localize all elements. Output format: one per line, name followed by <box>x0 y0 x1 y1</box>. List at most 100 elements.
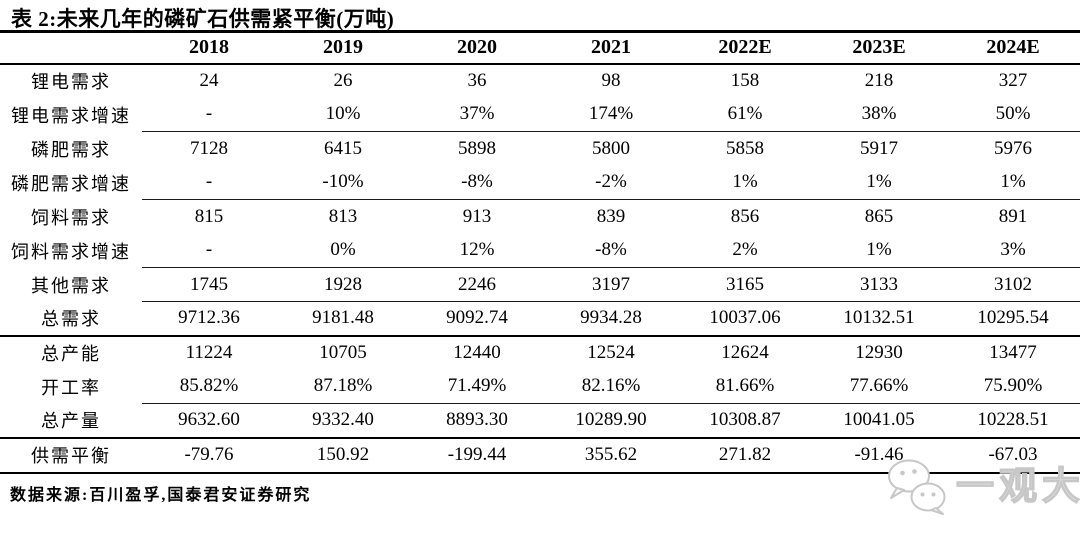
data-cell: 61% <box>678 97 812 132</box>
row-label: 开工率 <box>41 377 101 398</box>
column-header-2021: 2021 <box>544 31 678 65</box>
column-header-2023e: 2023E <box>812 31 946 65</box>
data-cell: 1928 <box>276 267 410 302</box>
data-cell: 9934.28 <box>544 301 678 337</box>
data-cell: 75.90% <box>946 369 1080 404</box>
data-cell: 26 <box>333 70 353 91</box>
table-row-total-demand: 总需求 9712.36 9181.48 9092.74 9934.28 1003… <box>0 301 1080 337</box>
data-cell: 2% <box>678 233 812 268</box>
supply-demand-table: 2018 2019 2020 2021 2022E 2023E 2024E 锂电… <box>0 30 1080 474</box>
table-row-fertilizer-demand-growth: 磷肥需求增速 - -10% -8% -2% 1% 1% 1% <box>0 165 1080 200</box>
data-cell: -2% <box>544 165 678 200</box>
data-cell: 10% <box>276 97 410 132</box>
data-cell: 12440 <box>453 342 501 363</box>
data-cell: 11224 <box>185 342 233 363</box>
data-cell: 839 <box>596 205 626 227</box>
data-cell: 1% <box>678 165 812 200</box>
data-cell: 1% <box>812 233 946 268</box>
data-cell: 50% <box>946 97 1080 132</box>
data-cell: 3% <box>946 233 1080 268</box>
data-cell: 5917 <box>860 137 898 159</box>
data-cell: 9632.60 <box>142 403 276 439</box>
data-cell: 10308.87 <box>678 403 812 439</box>
data-cell: 5858 <box>726 137 764 159</box>
data-cell: - <box>142 97 276 132</box>
data-cell: 271.82 <box>678 437 812 474</box>
data-cell: 10705 <box>319 342 367 363</box>
data-cell: 9181.48 <box>276 301 410 337</box>
data-cell: 12930 <box>855 342 903 363</box>
data-cell: 865 <box>864 205 894 227</box>
data-cell: -8% <box>410 165 544 200</box>
header-empty-cell <box>0 31 142 65</box>
data-cell: 9332.40 <box>276 403 410 439</box>
data-cell: 813 <box>328 205 358 227</box>
data-cell: 36 <box>467 70 487 91</box>
data-cell: 1745 <box>142 267 276 302</box>
data-cell: 10132.51 <box>812 301 946 337</box>
data-cell: 1% <box>812 165 946 200</box>
header-row: 2018 2019 2020 2021 2022E 2023E 2024E <box>0 31 1080 65</box>
column-header-2024e: 2024E <box>946 31 1080 65</box>
data-cell: 5800 <box>592 137 630 159</box>
data-cell: 158 <box>730 70 760 91</box>
table-row-total-capacity: 总产能 11224 10705 12440 12524 12624 12930 … <box>0 336 1080 370</box>
data-cell: 0% <box>276 233 410 268</box>
data-cell: 12% <box>410 233 544 268</box>
row-label: 其他需求 <box>31 275 111 296</box>
table-row-feed-demand: 饲料需求 815 813 913 839 856 865 891 <box>0 200 1080 234</box>
row-label: 供需平衡 <box>0 437 142 474</box>
data-cell: -67.03 <box>946 437 1080 474</box>
data-cell: 7128 <box>190 137 228 159</box>
data-cell: 77.66% <box>812 369 946 404</box>
data-cell: -79.76 <box>142 437 276 474</box>
data-cell: 10037.06 <box>678 301 812 337</box>
table-row-supply-demand-balance: 供需平衡 -79.76 150.92 -199.44 355.62 271.82… <box>0 437 1080 474</box>
table-row-fertilizer-demand: 磷肥需求 7128 6415 5898 5800 5858 5917 5976 <box>0 132 1080 166</box>
row-label: 锂电需求 <box>31 72 111 92</box>
data-cell: 3102 <box>946 267 1080 302</box>
data-cell: 37% <box>410 97 544 132</box>
data-cell: 815 <box>194 205 224 227</box>
data-cell: 24 <box>199 70 219 91</box>
column-header-2018: 2018 <box>142 31 276 65</box>
data-cell: 10295.54 <box>946 301 1080 337</box>
data-cell: 5976 <box>994 137 1032 159</box>
data-cell: 913 <box>462 205 492 227</box>
data-cell: 85.82% <box>142 369 276 404</box>
data-cell: 3133 <box>812 267 946 302</box>
data-cell: 87.18% <box>276 369 410 404</box>
data-cell: 71.49% <box>410 369 544 404</box>
data-cell: 9712.36 <box>142 301 276 337</box>
table-row-feed-demand-growth: 饲料需求增速 - 0% 12% -8% 2% 1% 3% <box>0 233 1080 268</box>
data-cell: 12624 <box>721 342 769 363</box>
data-cell: 82.16% <box>544 369 678 404</box>
row-label: 总需求 <box>0 301 142 337</box>
data-cell: 2246 <box>410 267 544 302</box>
row-label: 总产能 <box>41 344 101 364</box>
table-row-lithium-demand-growth: 锂电需求增速 - 10% 37% 174% 61% 38% 50% <box>0 97 1080 132</box>
data-cell: -91.46 <box>812 437 946 474</box>
data-cell: 174% <box>544 97 678 132</box>
row-label: 磷肥需求增速 <box>11 173 131 194</box>
data-cell: 9092.74 <box>410 301 544 337</box>
row-label: 总产量 <box>0 403 142 439</box>
data-cell: 6415 <box>324 137 362 159</box>
row-label: 锂电需求增速 <box>11 105 131 126</box>
data-cell: 150.92 <box>276 437 410 474</box>
data-cell: 1% <box>946 165 1080 200</box>
data-cell: 3165 <box>678 267 812 302</box>
data-cell: 12524 <box>587 342 635 363</box>
data-cell: 355.62 <box>544 437 678 474</box>
row-label: 饲料需求 <box>31 207 111 228</box>
data-cell: 856 <box>730 205 760 227</box>
row-label: 磷肥需求 <box>31 139 111 160</box>
data-cell: 3197 <box>544 267 678 302</box>
data-source-note: 数据来源:百川盈孚,国泰君安证券研究 <box>10 487 312 504</box>
data-cell: 13477 <box>989 342 1037 363</box>
data-cell: 8893.30 <box>410 403 544 439</box>
data-cell: 218 <box>864 70 894 91</box>
data-cell: 5898 <box>458 137 496 159</box>
data-cell: -199.44 <box>410 437 544 474</box>
